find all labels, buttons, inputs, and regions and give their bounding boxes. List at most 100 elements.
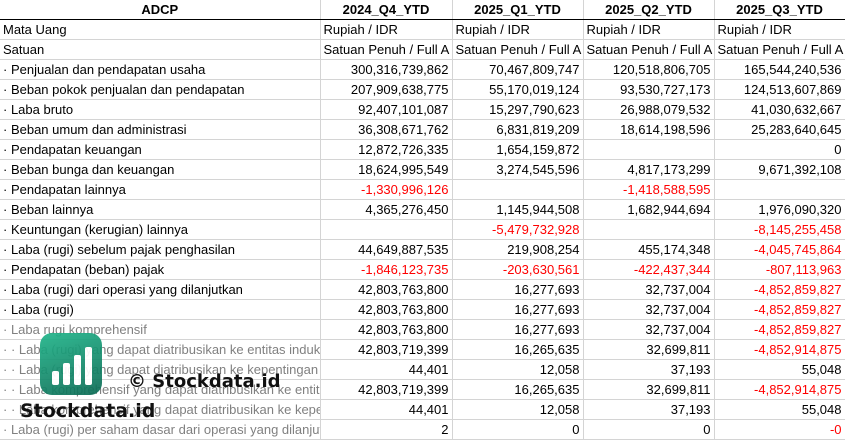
value-cell[interactable] bbox=[583, 219, 715, 240]
value-cell[interactable]: Satuan Penuh / Full A bbox=[583, 39, 715, 60]
value-cell[interactable]: 26,988,079,532 bbox=[583, 99, 715, 120]
value-cell[interactable]: 4,817,173,299 bbox=[583, 159, 715, 180]
header-period-cell[interactable]: 2025_Q3_YTD bbox=[714, 0, 845, 20]
value-cell[interactable]: 3,274,545,596 bbox=[452, 159, 584, 180]
value-cell[interactable]: 36,308,671,762 bbox=[320, 119, 453, 140]
value-cell[interactable]: 37,193 bbox=[583, 399, 715, 420]
row-label-cell[interactable]: · Beban pokok penjualan dan pendapatan bbox=[0, 79, 321, 100]
row-label-cell[interactable]: · Pendapatan keuangan bbox=[0, 139, 321, 160]
value-cell[interactable]: 16,277,693 bbox=[452, 319, 584, 340]
value-cell[interactable]: Rupiah / IDR bbox=[452, 19, 584, 40]
row-label-cell[interactable]: · Laba (rugi) per saham dasar dari opera… bbox=[0, 419, 321, 440]
value-cell[interactable]: 42,803,719,399 bbox=[320, 339, 453, 360]
value-cell[interactable]: 37,193 bbox=[583, 359, 715, 380]
value-cell[interactable]: 1,682,944,694 bbox=[583, 199, 715, 220]
value-cell[interactable]: Satuan Penuh / Full A bbox=[452, 39, 584, 60]
value-cell[interactable]: -1,418,588,595 bbox=[583, 179, 715, 200]
header-period-cell[interactable]: 2025_Q1_YTD bbox=[452, 0, 584, 20]
value-cell[interactable]: 70,467,809,747 bbox=[452, 59, 584, 80]
value-cell[interactable]: 44,401 bbox=[320, 399, 453, 420]
value-cell[interactable]: 42,803,763,800 bbox=[320, 319, 453, 340]
value-cell[interactable]: 300,316,739,862 bbox=[320, 59, 453, 80]
value-cell[interactable]: 12,058 bbox=[452, 399, 584, 420]
value-cell[interactable]: 18,624,995,549 bbox=[320, 159, 453, 180]
value-cell[interactable]: 124,513,607,869 bbox=[714, 79, 845, 100]
row-label-cell[interactable]: · · Laba komprehensif yang dapat diatrib… bbox=[0, 379, 321, 400]
value-cell[interactable]: 92,407,101,087 bbox=[320, 99, 453, 120]
value-cell[interactable]: Rupiah / IDR bbox=[583, 19, 715, 40]
value-cell[interactable]: Satuan Penuh / Full A bbox=[320, 39, 453, 60]
row-label-cell[interactable]: · Laba rugi komprehensif bbox=[0, 319, 321, 340]
value-cell[interactable]: 93,530,727,173 bbox=[583, 79, 715, 100]
value-cell[interactable]: 120,518,806,705 bbox=[583, 59, 715, 80]
row-label-cell[interactable]: · Beban umum dan administrasi bbox=[0, 119, 321, 140]
value-cell[interactable]: 32,699,811 bbox=[583, 339, 715, 360]
value-cell[interactable]: Rupiah / IDR bbox=[714, 19, 845, 40]
row-label-cell[interactable]: · Pendapatan (beban) pajak bbox=[0, 259, 321, 280]
row-label-cell[interactable]: Mata Uang bbox=[0, 19, 321, 40]
header-period-cell[interactable]: 2025_Q2_YTD bbox=[583, 0, 715, 20]
value-cell[interactable]: -4,852,859,827 bbox=[714, 279, 845, 300]
value-cell[interactable]: 15,297,790,623 bbox=[452, 99, 584, 120]
value-cell[interactable]: 55,170,019,124 bbox=[452, 79, 584, 100]
value-cell[interactable]: -203,630,561 bbox=[452, 259, 584, 280]
value-cell[interactable]: 16,277,693 bbox=[452, 279, 584, 300]
value-cell[interactable]: -8,145,255,458 bbox=[714, 219, 845, 240]
value-cell[interactable]: 0 bbox=[583, 419, 715, 440]
value-cell[interactable]: -1,330,996,126 bbox=[320, 179, 453, 200]
value-cell[interactable]: -4,852,914,875 bbox=[714, 379, 845, 400]
value-cell[interactable]: -422,437,344 bbox=[583, 259, 715, 280]
value-cell[interactable]: 12,058 bbox=[452, 359, 584, 380]
value-cell[interactable]: 55,048 bbox=[714, 359, 845, 380]
row-label-cell[interactable]: · Beban bunga dan keuangan bbox=[0, 159, 321, 180]
value-cell[interactable]: 41,030,632,667 bbox=[714, 99, 845, 120]
value-cell[interactable]: Rupiah / IDR bbox=[320, 19, 453, 40]
value-cell[interactable]: 55,048 bbox=[714, 399, 845, 420]
row-label-cell[interactable]: · Beban lainnya bbox=[0, 199, 321, 220]
value-cell[interactable]: 0 bbox=[714, 139, 845, 160]
value-cell[interactable] bbox=[320, 219, 453, 240]
value-cell[interactable]: 42,803,763,800 bbox=[320, 299, 453, 320]
value-cell[interactable]: 16,277,693 bbox=[452, 299, 584, 320]
row-label-cell[interactable]: · Laba (rugi) bbox=[0, 299, 321, 320]
value-cell[interactable]: 4,365,276,450 bbox=[320, 199, 453, 220]
value-cell[interactable] bbox=[452, 179, 584, 200]
row-label-cell[interactable]: · · Laba komprehensif yang dapat diatrib… bbox=[0, 399, 321, 420]
value-cell[interactable]: 44,401 bbox=[320, 359, 453, 380]
row-label-cell[interactable]: Satuan bbox=[0, 39, 321, 60]
value-cell[interactable]: 42,803,763,800 bbox=[320, 279, 453, 300]
value-cell[interactable]: Satuan Penuh / Full A bbox=[714, 39, 845, 60]
value-cell[interactable]: 2 bbox=[320, 419, 453, 440]
value-cell[interactable]: 6,831,819,209 bbox=[452, 119, 584, 140]
value-cell[interactable]: 42,803,719,399 bbox=[320, 379, 453, 400]
row-label-cell[interactable]: · Laba (rugi) sebelum pajak penghasilan bbox=[0, 239, 321, 260]
row-label-cell[interactable]: · Keuntungan (kerugian) lainnya bbox=[0, 219, 321, 240]
value-cell[interactable]: 44,649,887,535 bbox=[320, 239, 453, 260]
row-label-cell[interactable]: · Penjualan dan pendapatan usaha bbox=[0, 59, 321, 80]
value-cell[interactable]: 32,737,004 bbox=[583, 299, 715, 320]
value-cell[interactable]: 1,976,090,320 bbox=[714, 199, 845, 220]
row-label-cell[interactable]: · Laba (rugi) dari operasi yang dilanjut… bbox=[0, 279, 321, 300]
value-cell[interactable]: 32,699,811 bbox=[583, 379, 715, 400]
value-cell[interactable]: 16,265,635 bbox=[452, 339, 584, 360]
value-cell[interactable]: 32,737,004 bbox=[583, 279, 715, 300]
value-cell[interactable]: 32,737,004 bbox=[583, 319, 715, 340]
value-cell[interactable]: 1,654,159,872 bbox=[452, 139, 584, 160]
value-cell[interactable]: 18,614,198,596 bbox=[583, 119, 715, 140]
value-cell[interactable]: 16,265,635 bbox=[452, 379, 584, 400]
value-cell[interactable]: -4,852,914,875 bbox=[714, 339, 845, 360]
row-label-cell[interactable]: · Laba bruto bbox=[0, 99, 321, 120]
value-cell[interactable]: -4,852,859,827 bbox=[714, 299, 845, 320]
value-cell[interactable]: 1,145,944,508 bbox=[452, 199, 584, 220]
value-cell[interactable]: 9,671,392,108 bbox=[714, 159, 845, 180]
value-cell[interactable] bbox=[714, 179, 845, 200]
value-cell[interactable]: -4,852,859,827 bbox=[714, 319, 845, 340]
header-period-cell[interactable]: 2024_Q4_YTD bbox=[320, 0, 453, 20]
value-cell[interactable]: -807,113,963 bbox=[714, 259, 845, 280]
value-cell[interactable]: -5,479,732,928 bbox=[452, 219, 584, 240]
row-label-cell[interactable]: · Pendapatan lainnya bbox=[0, 179, 321, 200]
value-cell[interactable]: 0 bbox=[452, 419, 584, 440]
row-label-cell[interactable]: · · Laba (rugi) yang dapat diatribusikan… bbox=[0, 339, 321, 360]
value-cell[interactable]: 12,872,726,335 bbox=[320, 139, 453, 160]
value-cell[interactable]: 25,283,640,645 bbox=[714, 119, 845, 140]
